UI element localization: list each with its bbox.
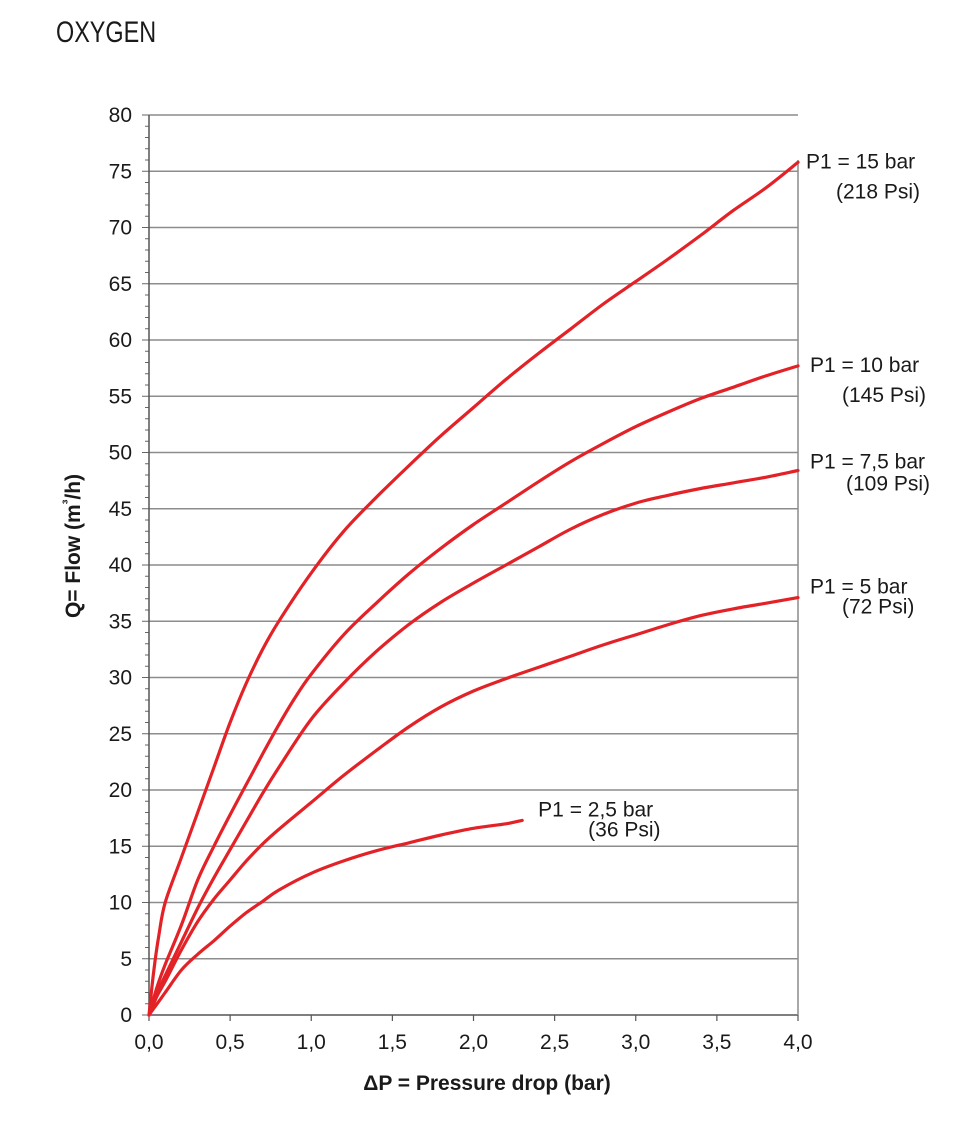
series-psi-label: (109 Psi) — [846, 473, 930, 496]
y-tick-label: 50 — [109, 442, 132, 465]
x-tick-label: 3,0 — [621, 1031, 650, 1054]
y-tick-label: 10 — [109, 892, 132, 915]
series-name-label: P1 = 2,5 bar — [538, 798, 653, 821]
y-tick-label: 55 — [109, 385, 132, 408]
series-psi-label: (145 Psi) — [842, 384, 926, 407]
series-line — [147, 596, 800, 1017]
series-psi-label: (36 Psi) — [588, 818, 660, 841]
x-tick-label: 0,5 — [216, 1031, 245, 1054]
series-name-label: P1 = 7,5 bar — [810, 451, 925, 474]
x-tick-label: 4,0 — [783, 1031, 812, 1054]
x-tick-labels: 0,0 0,5 1,0 1,5 2,0 2,5 3,0 3,5 4,0 — [134, 1015, 813, 1054]
y-tick-label: 70 — [109, 217, 132, 240]
chart-title: OXYGEN — [56, 16, 157, 49]
series-line — [147, 160, 800, 1017]
x-tick-label: 0,0 — [134, 1031, 163, 1054]
y-tick-label: 80 — [109, 104, 132, 127]
y-tick-label: 60 — [109, 329, 132, 352]
y-tick-label: 15 — [109, 835, 132, 858]
x-tick-label: 1,0 — [297, 1031, 326, 1054]
series-line — [147, 468, 800, 1017]
series-psi-label: (72 Psi) — [842, 596, 914, 619]
gridlines — [149, 114, 798, 960]
series-line — [147, 364, 800, 1017]
y-tick-label: 75 — [109, 160, 132, 183]
y-tick-label: 0 — [120, 1004, 132, 1027]
y-minor-ticks — [142, 114, 149, 1016]
series-lines — [147, 160, 800, 1017]
x-tick-label: 2,0 — [459, 1031, 488, 1054]
series-psi-label: (218 Psi) — [836, 180, 920, 203]
x-tick-label: 3,5 — [702, 1031, 731, 1054]
y-tick-label: 30 — [109, 667, 132, 690]
y-tick-label: 65 — [109, 273, 132, 296]
y-tick-label: 20 — [109, 779, 132, 802]
y-tick-label: 45 — [109, 498, 132, 521]
x-axis-label: ΔP = Pressure drop (bar) — [363, 1072, 611, 1095]
series-name-label: P1 = 10 bar — [810, 354, 919, 377]
x-tick-label: 2,5 — [540, 1031, 569, 1054]
x-tick-label: 1,5 — [378, 1031, 407, 1054]
y-tick-labels: 0 5 10 15 20 25 30 35 40 45 50 55 60 65 70 75 80 — [109, 104, 132, 1027]
series-name-label: P1 = 15 bar — [806, 150, 915, 173]
y-tick-label: 5 — [120, 948, 132, 971]
y-tick-label: 25 — [109, 723, 132, 746]
y-axis-label: Q= Flow (m³/h) — [59, 474, 85, 618]
series-line — [147, 818, 524, 1017]
y-tick-label: 35 — [109, 610, 132, 633]
series-labels: P1 = 15 bar (218 Psi) P1 = 10 bar (145 Psi)… — [538, 150, 930, 841]
y-tick-label: 40 — [109, 554, 132, 577]
series-name-label: P1 = 5 bar — [810, 576, 907, 599]
